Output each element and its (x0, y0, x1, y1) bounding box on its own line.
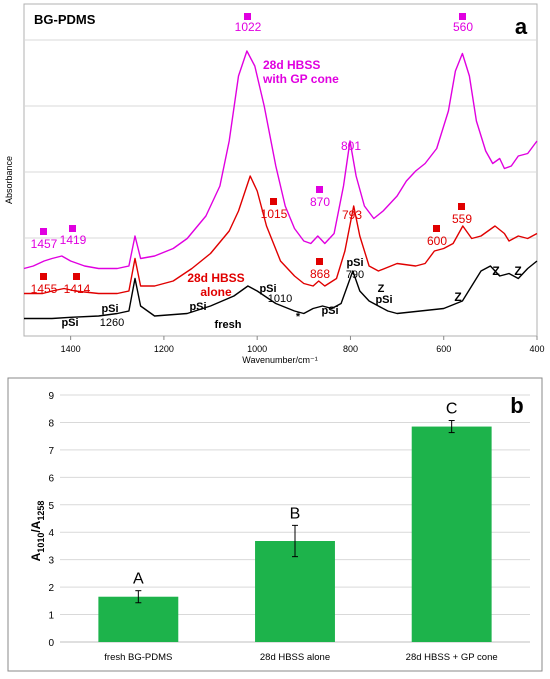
band-annotation: 1022 (235, 20, 262, 34)
band-annotation: * (296, 311, 301, 323)
panel-b-significance-letters: A B C (133, 401, 457, 588)
panel-b-y-tick-label: 6 (48, 473, 54, 484)
panel-b-y-label-mid: /A (29, 520, 43, 532)
band-annotation: 559 (452, 212, 472, 226)
panel-a-x-axis-label: Wavenumber/cm⁻¹ (242, 355, 317, 365)
band-annotation: 801 (341, 139, 361, 153)
panel-b-y-tick-label: 3 (48, 556, 54, 567)
band-annotation: alone (200, 285, 232, 299)
panel-a-series (23, 50, 538, 320)
band-annotation: 1015 (261, 207, 288, 221)
band-marker-square (458, 203, 465, 210)
panel-a-x-tick-label: 1000 (247, 344, 267, 354)
panel-a-x-ticks: 1400 1200 1000 800 600 400 (61, 336, 545, 354)
band-annotation: fresh (215, 319, 242, 331)
band-annotation: pSi (189, 301, 206, 313)
panel-b-y-tick-label: 5 (48, 501, 54, 512)
band-annotation: 1455 (31, 282, 58, 296)
panel-a-x-tick-label: 1200 (154, 344, 174, 354)
panel-b-category-label: fresh BG-PDMS (104, 652, 172, 663)
panel-b-y-tick-label: 1 (48, 611, 54, 622)
band-marker-square (270, 198, 277, 205)
band-annotation: 28d HBSS (187, 271, 244, 285)
band-annotation: Z (514, 264, 521, 278)
band-annotation: 600 (427, 234, 447, 248)
band-marker-square (40, 273, 47, 280)
band-annotation: pSi (375, 294, 392, 306)
band-annotation: pSi (346, 257, 363, 269)
panel-b-y-tick-label: 9 (48, 391, 54, 402)
band-annotation: 793 (342, 208, 362, 222)
band-annotation: Z (492, 264, 499, 278)
band-marker-square (316, 258, 323, 265)
panel-b-y-axis-label: A1010/A1258 (29, 501, 46, 562)
panel-a-x-tick-label: 600 (436, 344, 451, 354)
panel-b-x-ticks: fresh BG-PDMS 28d HBSS alone 28d HBSS + GP… (104, 652, 497, 663)
significance-letter: A (133, 571, 144, 588)
band-annotation: 868 (310, 267, 330, 281)
panel-b-y-tick-label: 7 (48, 446, 54, 457)
band-marker-square (244, 13, 251, 20)
band-marker-square (73, 273, 80, 280)
band-annotation: 560 (453, 20, 473, 34)
band-annotation: 1010 (268, 293, 292, 305)
spectrum-line (24, 260, 538, 320)
band-marker-square (459, 13, 466, 20)
band-annotation: 790 (346, 269, 364, 281)
band-annotation: pSi (321, 305, 338, 317)
panel-a-x-tick-label: 1400 (61, 344, 81, 354)
spectrum-line (23, 50, 538, 270)
significance-letter: C (446, 401, 458, 418)
band-annotation: with GP cone (262, 72, 339, 86)
bar (98, 596, 179, 642)
panel-b-category-label: 28d HBSS + GP cone (406, 652, 498, 663)
band-marker-square (316, 186, 323, 193)
panel-b: A B C 0 1 2 3 4 5 6 7 8 9 fresh BG-PDMS 28d HBSS alo… (7, 377, 543, 672)
band-annotation: pSi (61, 317, 78, 329)
panel-b-y-tick-label: 4 (48, 528, 54, 539)
panel-a-gridlines (24, 39, 537, 239)
band-annotation: Z (378, 283, 385, 295)
band-annotation: pSi (101, 303, 118, 315)
panel-b-letter: b (510, 393, 523, 418)
significance-letter: B (290, 505, 301, 522)
panel-b-y-label-a: A (29, 552, 43, 561)
band-annotation: 1414 (64, 282, 91, 296)
band-annotation: 870 (310, 195, 330, 209)
panel-b-error-bars (135, 420, 455, 604)
panel-a-title: BG-PDMS (34, 12, 96, 27)
band-annotation: pSi (259, 283, 276, 295)
band-annotation: 1419 (60, 233, 87, 247)
band-annotation: 1457 (31, 237, 58, 251)
panel-b-y-tick-label: 2 (48, 583, 54, 594)
panel-a-y-axis-label: Absorbance (4, 156, 14, 204)
panel-b-category-label: 28d HBSS alone (260, 652, 330, 663)
panel-a-x-tick-label: 400 (529, 344, 544, 354)
panel-b-y-tick-label: 0 (48, 638, 54, 649)
band-annotation: Z (454, 290, 461, 304)
panel-b-y-ticks: 0 1 2 3 4 5 6 7 8 9 (48, 391, 54, 649)
band-marker-square (40, 228, 47, 235)
panel-a-letter: a (515, 14, 528, 39)
band-annotation: 1260 (100, 317, 124, 329)
band-marker-square (69, 225, 76, 232)
panel-b-y-label-sub2: 1258 (36, 501, 46, 521)
panel-a-plot-area (23, 3, 538, 337)
spectrum-line (24, 175, 538, 295)
bar (411, 426, 492, 642)
panel-b-bars (98, 426, 492, 642)
panel-b-y-tick-label: 8 (48, 418, 54, 429)
panel-b-y-label-sub1: 1010 (36, 533, 46, 553)
panel-a-x-tick-label: 800 (343, 344, 358, 354)
band-marker-square (433, 225, 440, 232)
band-annotation: 28d HBSS (263, 58, 320, 72)
bar (255, 541, 335, 642)
